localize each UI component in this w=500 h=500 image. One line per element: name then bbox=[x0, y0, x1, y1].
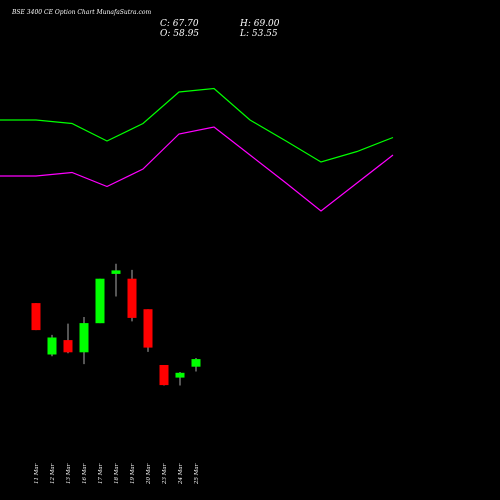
x-tick-label: 16 Mar bbox=[82, 463, 88, 484]
candle-body bbox=[191, 359, 201, 367]
candle-body bbox=[63, 340, 73, 353]
candle-body bbox=[111, 270, 121, 274]
x-tick-label: 25 Mar bbox=[194, 463, 200, 485]
candle-body bbox=[175, 372, 185, 378]
candle-body bbox=[31, 303, 41, 331]
low-value: L: 53.55 bbox=[240, 29, 278, 39]
candle-body bbox=[127, 278, 137, 318]
close-value: C: 67.70 bbox=[160, 19, 199, 29]
candle-body bbox=[143, 309, 153, 348]
x-tick-label: 24 Mar bbox=[178, 463, 184, 485]
x-tick-label: 20 Mar bbox=[146, 463, 152, 485]
lower-band-line bbox=[0, 126, 394, 212]
candle-body bbox=[159, 365, 169, 386]
candle-body bbox=[95, 278, 105, 324]
candle-body bbox=[47, 337, 57, 355]
upper-band-line bbox=[0, 87, 394, 163]
x-tick-label: 17 Mar bbox=[98, 463, 104, 484]
candle-body bbox=[79, 323, 89, 353]
x-tick-label: 11 Mar bbox=[34, 463, 40, 484]
high-value: H: 69.00 bbox=[240, 19, 280, 29]
x-tick-label: 13 Mar bbox=[66, 463, 72, 484]
chart-title: BSE 3400 CE Option Chart MunafaSutra.com bbox=[12, 9, 152, 16]
x-tick-label: 19 Mar bbox=[130, 463, 136, 484]
x-tick-label: 12 Mar bbox=[50, 463, 56, 484]
open-value: O: 58.95 bbox=[160, 29, 200, 39]
x-tick-label: 18 Mar bbox=[114, 463, 120, 484]
x-tick-label: 23 Mar bbox=[162, 463, 168, 485]
